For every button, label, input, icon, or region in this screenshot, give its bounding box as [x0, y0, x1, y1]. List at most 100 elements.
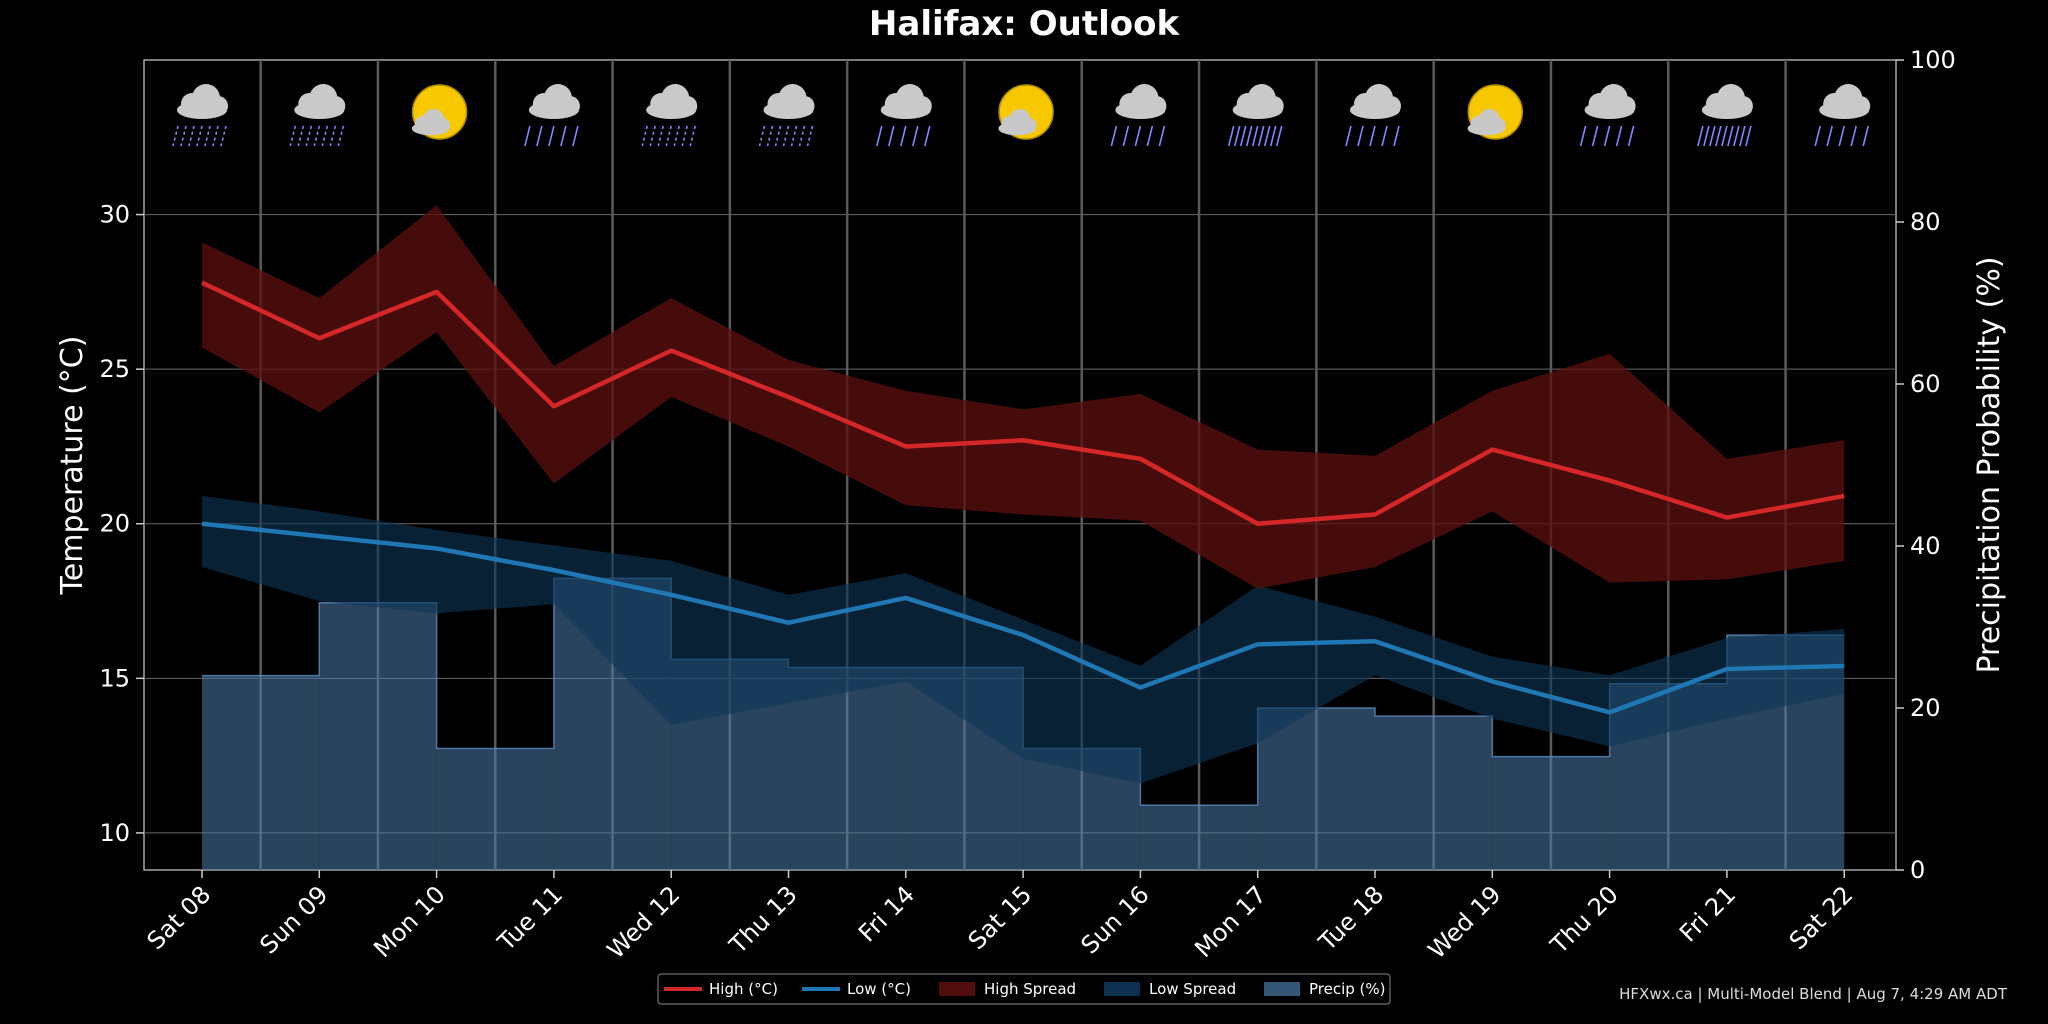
rain-streak [1826, 125, 1833, 147]
x-tick-label: Sat 15 [963, 880, 1038, 955]
sun-cloud-icon [1467, 84, 1524, 140]
left-tick-label: 30 [99, 201, 130, 229]
rain-streak [329, 125, 337, 147]
rain-streak [297, 125, 305, 147]
rain-streak [1697, 125, 1704, 147]
x-tick-label: Thu 20 [1544, 880, 1623, 959]
rain-icon [1345, 84, 1401, 147]
x-tick-label: Wed 12 [602, 880, 686, 964]
right-tick-label: 60 [1910, 370, 1941, 398]
x-tick-label: Mon 10 [368, 880, 451, 963]
spread-layer [202, 205, 1845, 784]
cloud-part [559, 96, 580, 116]
left-axis-title: Temperature (°C) [55, 336, 90, 596]
sun-cloud-icon [998, 84, 1054, 140]
x-tick-label: Sun 09 [254, 880, 333, 959]
chart-title: Halifax: Outlook [869, 4, 1181, 44]
right-tick-label: 40 [1910, 532, 1941, 560]
rain-streak [774, 125, 782, 147]
x-tick-label: Tue 18 [1313, 880, 1389, 956]
rain-icon [1814, 84, 1871, 147]
rain-streak [572, 125, 579, 147]
rain-streak [665, 125, 672, 147]
cloud-part [208, 96, 228, 116]
rain-streak [289, 125, 297, 147]
rain-streak [196, 125, 203, 147]
cloud-part [1146, 96, 1167, 116]
x-tick-label: Sat 08 [142, 880, 217, 955]
cloud-part [1381, 96, 1401, 116]
rain-streak [1233, 125, 1241, 147]
left-axis: 10 15 20 25 30 [99, 201, 144, 847]
legend-swatch [939, 982, 975, 996]
rain-icon [524, 84, 580, 147]
legend-label: High Spread [984, 980, 1076, 998]
cloud-part [1021, 118, 1037, 133]
x-tick-label: Fri 14 [853, 880, 920, 947]
rain-streak [536, 125, 543, 147]
rain-streak [1739, 125, 1746, 147]
rain-streak [1381, 125, 1388, 147]
precip-bar [1492, 756, 1610, 870]
rain-streak [1627, 125, 1635, 147]
cloud-part [435, 118, 451, 133]
rain-streak [806, 125, 814, 147]
left-tick-label: 25 [99, 355, 130, 383]
x-tick-label: Mon 17 [1189, 880, 1272, 963]
rain-streak [1134, 125, 1142, 147]
rain-streak [1227, 125, 1235, 147]
rain-streak [912, 125, 919, 147]
left-tick-label: 20 [99, 510, 130, 538]
legend-swatch [1104, 982, 1140, 996]
rain-streak [1357, 125, 1364, 147]
legend-label: High (°C) [709, 980, 778, 998]
legend-label: Low Spread [1149, 980, 1236, 998]
rain-streak [1122, 125, 1130, 147]
showers-icon [289, 84, 346, 147]
showers-icon [641, 84, 698, 147]
showers-icon [758, 84, 815, 147]
showers-icon [172, 84, 228, 147]
rain-streak [188, 125, 195, 147]
x-tick-label: Sun 16 [1076, 880, 1155, 959]
right-tick-label: 0 [1910, 856, 1925, 884]
high-temp-line [201, 280, 1845, 526]
rain-streak [1615, 125, 1623, 147]
rain-streak [782, 125, 790, 147]
rain-streak [337, 125, 345, 147]
rain-streak [1814, 125, 1821, 147]
rain-streak [305, 125, 313, 147]
rain-streak [876, 125, 883, 147]
rain-streak [689, 125, 696, 147]
rain-streak [212, 125, 219, 147]
x-axis: Sat 08 Sun 09 Mon 10 Tue 11 Wed 12 Thu 13 Fri … [142, 870, 1858, 964]
rain-icon [1579, 84, 1636, 147]
rain-streak [1158, 125, 1166, 147]
rain-streak [790, 125, 798, 147]
rain-streak [524, 125, 531, 147]
cloud-part [794, 96, 815, 116]
right-tick-label: 20 [1910, 694, 1941, 722]
rain-streak [1745, 125, 1752, 147]
low-temp-line [201, 521, 1845, 715]
heavy-rain-icon [1227, 84, 1284, 147]
legend: High (°C) Low (°C) High Spread Low Spread Pr… [657, 973, 1391, 1005]
rain-streak [1269, 125, 1277, 147]
rain-streak [1579, 125, 1587, 147]
precip-bar [319, 602, 437, 870]
footer-credit: HFXwx.ca | Multi-Model Blend | Aug 7, 4:… [1619, 985, 2008, 1003]
rain-streak [1245, 125, 1253, 147]
precip-bar [788, 667, 906, 870]
rain-streak [1146, 125, 1154, 147]
rain-streak [1110, 125, 1118, 147]
rain-streak [758, 125, 766, 147]
legend-swatch [1264, 982, 1300, 996]
rain-streak [798, 125, 806, 147]
precip-bar [1257, 708, 1375, 870]
rain-streak [766, 125, 774, 147]
line-layer [201, 280, 1845, 715]
rain-streak [649, 125, 656, 147]
cloud-part [1615, 96, 1636, 116]
x-tick-label: Wed 19 [1423, 880, 1507, 964]
